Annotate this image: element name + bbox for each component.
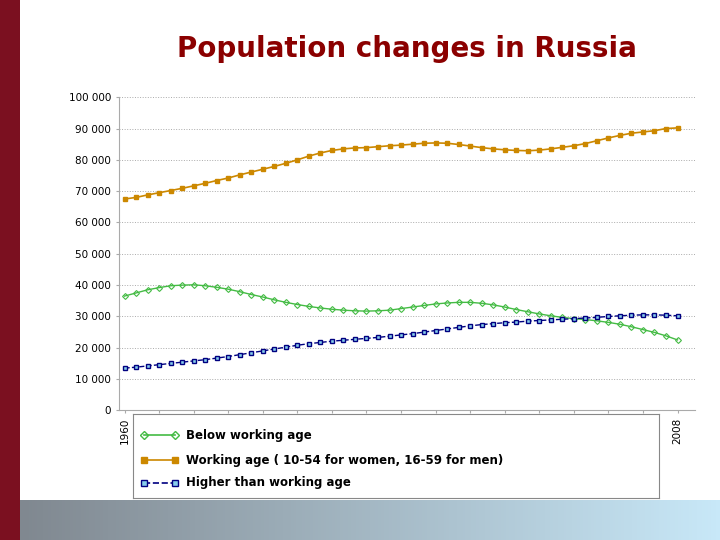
Text: Higher than working age: Higher than working age [186,476,351,489]
Text: Population changes in Russia: Population changes in Russia [177,35,636,63]
Text: Working age ( 10-54 for women, 16-59 for men): Working age ( 10-54 for women, 16-59 for… [186,454,503,467]
Text: Below working age: Below working age [186,429,312,442]
